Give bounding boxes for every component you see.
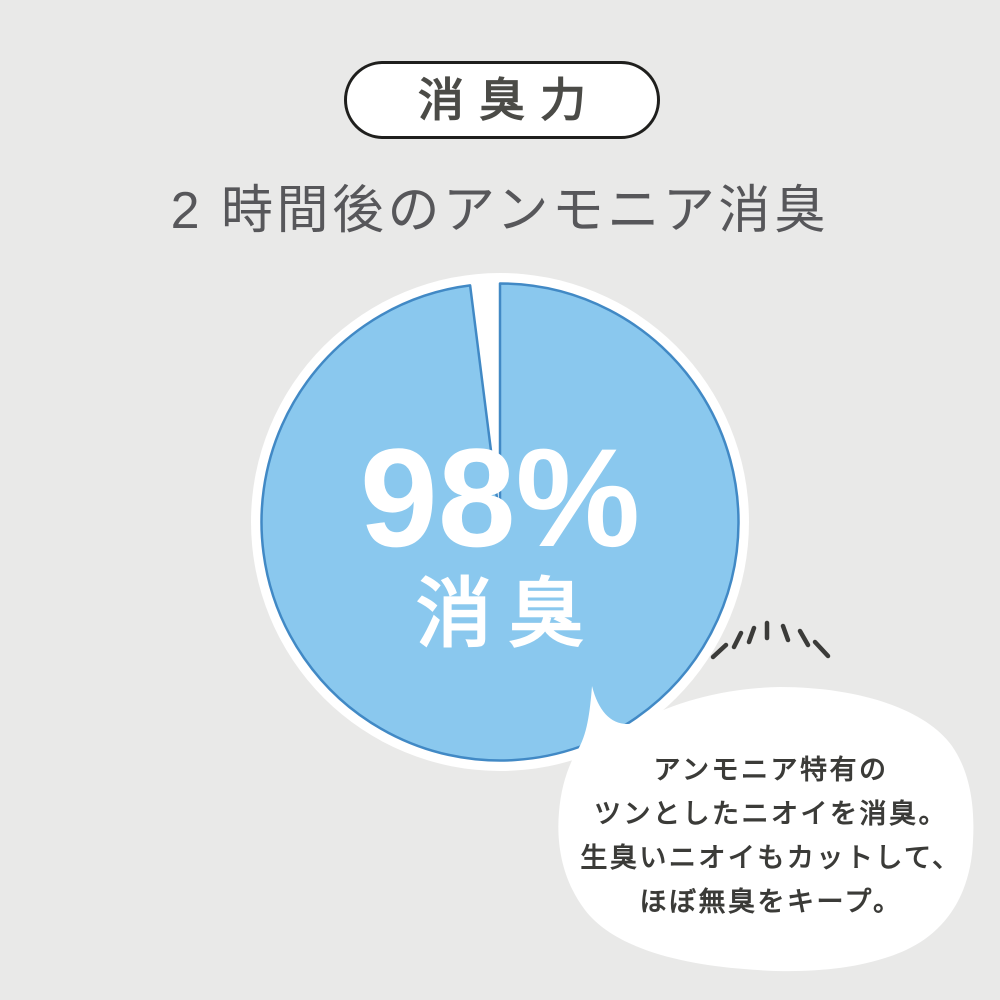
speech-bubble-text: アンモニア特有の ツンとしたニオイを消臭。 生臭いニオイもカットして、 ほぼ無臭… [521, 748, 1000, 924]
pie-chart [251, 273, 749, 771]
pie-caption-label: 消臭 [416, 572, 600, 657]
emphasis-mark [746, 625, 757, 645]
emphasis-mark [812, 639, 831, 659]
emphasis-marks-icon [710, 620, 831, 660]
emphasis-mark [731, 630, 744, 650]
badge-label: 消臭力 [418, 74, 601, 126]
deodorizing-power-badge: 消臭力 [344, 61, 660, 139]
bubble-line-2: ツンとしたニオイを消臭。 [594, 799, 948, 829]
speech-bubble-shape [558, 686, 974, 972]
bubble-line-1: アンモニア特有の [653, 755, 889, 785]
pie-slice-deodorized [260, 282, 740, 762]
emphasis-mark [780, 623, 791, 643]
bubble-line-3: 生臭いニオイもカットして、 [580, 843, 962, 873]
page-title: 2 時間後のアンモニア消臭 [170, 182, 830, 240]
emphasis-mark [710, 642, 729, 660]
pie-percent-label: 98% [359, 419, 641, 576]
bubble-line-4: ほぼ無臭をキープ。 [639, 887, 903, 917]
emphasis-mark [797, 628, 811, 648]
